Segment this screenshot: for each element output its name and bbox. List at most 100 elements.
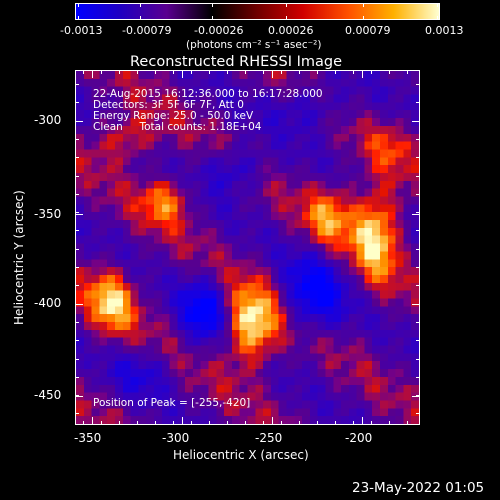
colorbar-tick-mark [286, 3, 287, 7]
x-minor-tick [281, 70, 282, 74]
x-minor-tick [263, 70, 264, 74]
y-minor-tick [75, 285, 79, 286]
y-tick-mark [75, 304, 83, 305]
rhessi-image [76, 71, 419, 424]
y-minor-tick [416, 102, 420, 103]
colorbar-tick-mark [286, 16, 287, 20]
x-minor-tick [407, 70, 408, 74]
y-tick-label: -400 [34, 296, 62, 310]
x-minor-tick [407, 421, 408, 425]
x-minor-tick [101, 421, 102, 425]
y-minor-tick [416, 285, 420, 286]
colorbar-tick-mark [363, 3, 364, 7]
y-minor-tick [416, 230, 420, 231]
y-minor-tick [75, 267, 79, 268]
x-tick-mark [92, 417, 93, 425]
footer-date: 23-May-2022 01:05 [352, 480, 485, 496]
x-minor-tick [281, 421, 282, 425]
y-minor-tick [416, 304, 420, 305]
y-minor-tick [416, 139, 420, 140]
y-minor-tick [75, 230, 79, 231]
y-minor-tick [416, 359, 420, 360]
colorbar-tick-5: 0.0013 [425, 24, 464, 37]
x-minor-tick [137, 70, 138, 74]
y-minor-tick [75, 194, 79, 195]
y-tick-mark [412, 396, 420, 397]
colorbar-tick-mark [78, 16, 79, 20]
x-tick-mark [182, 70, 183, 78]
y-minor-tick [75, 249, 79, 250]
y-tick-mark [412, 214, 420, 215]
y-minor-tick [416, 84, 420, 85]
y-axis-label: Heliocentric Y (arcsec) [12, 190, 26, 325]
y-minor-tick [416, 267, 420, 268]
x-tick-label: -350 [74, 431, 102, 445]
y-minor-tick [416, 395, 420, 396]
x-minor-tick [227, 421, 228, 425]
x-minor-tick [227, 70, 228, 74]
x-tick-mark [92, 70, 93, 78]
x-minor-tick [119, 70, 120, 74]
x-minor-tick [209, 70, 210, 74]
y-minor-tick [416, 322, 420, 323]
y-minor-tick [75, 413, 79, 414]
x-minor-tick [155, 421, 156, 425]
y-minor-tick [416, 121, 420, 122]
x-tick-mark [272, 70, 273, 78]
y-minor-tick [416, 377, 420, 378]
colorbar-tick-mark [437, 3, 438, 7]
colorbar-tick-0: -0.0013 [60, 24, 103, 37]
y-minor-tick [416, 194, 420, 195]
overlay-time: 22-Aug-2015 16:12:36.000 to 16:17:28.000 [93, 88, 323, 100]
x-tick-mark [182, 417, 183, 425]
x-minor-tick [263, 421, 264, 425]
x-minor-tick [335, 70, 336, 74]
x-minor-tick [83, 421, 84, 425]
y-minor-tick [75, 102, 79, 103]
y-minor-tick [75, 340, 79, 341]
colorbar-tick-mark [437, 16, 438, 20]
x-minor-tick [191, 421, 192, 425]
x-minor-tick [245, 421, 246, 425]
plot-title: Reconstructed RHESSI Image [130, 54, 343, 70]
colorbar-units: (photons cm⁻² s⁻¹ asec⁻²) [186, 39, 322, 51]
colorbar-tick-4: 0.00079 [345, 24, 391, 37]
x-minor-tick [389, 70, 390, 74]
x-minor-tick [137, 421, 138, 425]
x-minor-tick [353, 421, 354, 425]
colorbar-tick-mark [78, 3, 79, 7]
colorbar [75, 3, 440, 20]
x-minor-tick [371, 421, 372, 425]
x-minor-tick [317, 421, 318, 425]
x-minor-tick [371, 70, 372, 74]
x-minor-tick [245, 70, 246, 74]
overlay-detectors: Detectors: 3F 5F 6F 7F, Att 0 [93, 99, 244, 111]
colorbar-tick-mark [212, 3, 213, 7]
x-axis-label: Heliocentric X (arcsec) [173, 448, 309, 462]
y-tick-mark [75, 121, 83, 122]
x-minor-tick [299, 70, 300, 74]
x-minor-tick [209, 421, 210, 425]
y-minor-tick [75, 395, 79, 396]
y-minor-tick [75, 304, 79, 305]
y-minor-tick [416, 249, 420, 250]
y-minor-tick [416, 176, 420, 177]
y-tick-mark [75, 396, 83, 397]
x-minor-tick [83, 70, 84, 74]
x-tick-mark [362, 70, 363, 78]
y-minor-tick [416, 212, 420, 213]
y-minor-tick [416, 413, 420, 414]
y-tick-label: -300 [34, 113, 62, 127]
y-minor-tick [75, 359, 79, 360]
y-minor-tick [75, 84, 79, 85]
x-tick-label: -250 [255, 431, 283, 445]
colorbar-tick-2: -0.00026 [194, 24, 244, 37]
y-minor-tick [416, 340, 420, 341]
colorbar-tick-mark [140, 3, 141, 7]
y-minor-tick [75, 157, 79, 158]
colorbar-tick-mark [140, 16, 141, 20]
x-minor-tick [119, 421, 120, 425]
colorbar-tick-1: -0.00079 [122, 24, 172, 37]
x-minor-tick [173, 421, 174, 425]
y-minor-tick [75, 377, 79, 378]
